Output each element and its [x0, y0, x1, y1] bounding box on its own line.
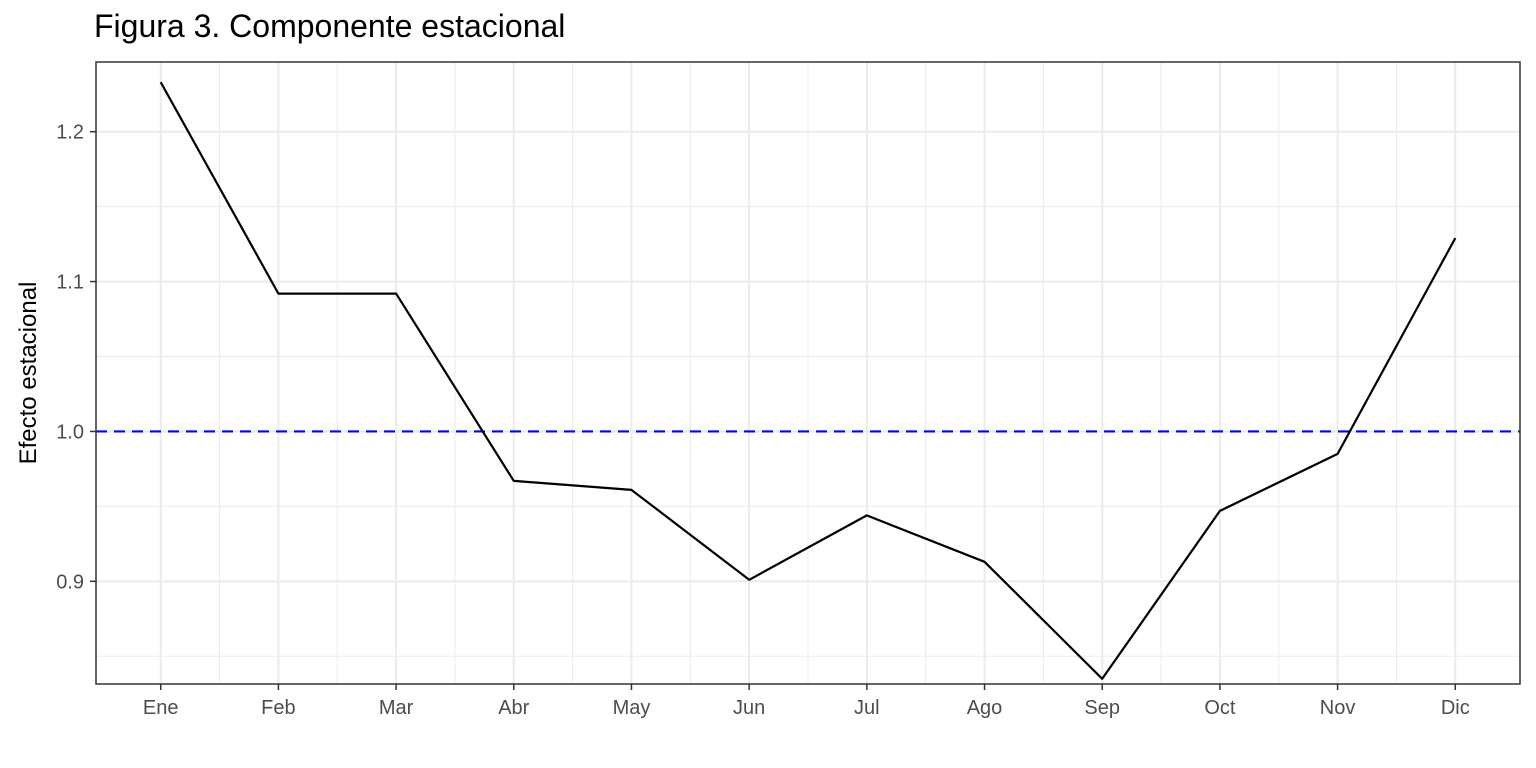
y-axis: 0.9 1.0 1.1 1.2: [56, 122, 96, 593]
grid-minor: [96, 62, 1520, 684]
y-tick-label: 1.1: [56, 272, 84, 294]
x-tick-label: Ene: [143, 697, 179, 719]
chart-title: Figura 3. Componente estacional: [94, 8, 566, 44]
y-tick-label: 1.2: [56, 122, 84, 144]
x-tick-label: Abr: [498, 697, 529, 719]
y-axis-title: Efecto estacional: [15, 282, 42, 465]
y-tick-label: 1.0: [56, 421, 84, 443]
x-tick-label: Jun: [733, 697, 765, 719]
x-tick-label: Ago: [967, 697, 1003, 719]
x-axis: Ene Feb Mar Abr May Jun Jul Ago Sep Oct Nov Dic: [143, 684, 1470, 719]
x-tick-label: Feb: [261, 697, 295, 719]
panel-border: [95, 61, 1521, 685]
x-tick-label: May: [613, 697, 651, 719]
series-line: [159, 81, 1457, 680]
x-tick-label: Sep: [1084, 697, 1120, 719]
grid-major: [96, 62, 1520, 684]
y-tick-label: 0.9: [56, 571, 84, 593]
x-tick-label: Jul: [854, 697, 880, 719]
x-tick-label: Dic: [1441, 697, 1470, 719]
x-tick-label: Nov: [1320, 697, 1356, 719]
series-group: [159, 81, 1457, 680]
x-tick-label: Oct: [1204, 697, 1236, 719]
x-tick-label: Mar: [379, 697, 414, 719]
